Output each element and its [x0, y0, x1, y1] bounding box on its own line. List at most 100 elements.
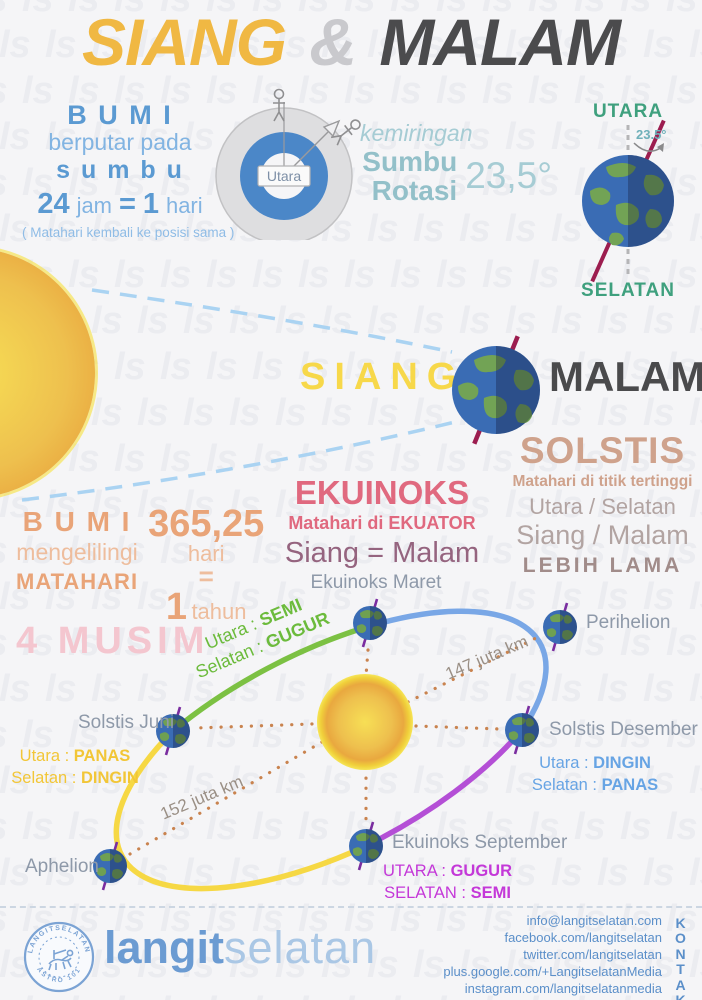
contact-links: info@langitselatan.com facebook.com/lang…	[402, 913, 662, 997]
label-aphelion: Aphelion	[25, 856, 99, 877]
rotation-berputar: berputar pada	[48, 129, 192, 156]
stamp-inner-circle	[38, 936, 80, 978]
centaur-archer-icon	[48, 949, 74, 971]
rotation-1: 1	[142, 187, 159, 220]
tilt-sumbu: Sumbu	[362, 146, 458, 177]
rotation-note: ( Matahari kembali ke posisi sama )	[22, 225, 235, 241]
season-sd-north-value: DINGIN	[593, 754, 651, 772]
utara-label-box	[257, 165, 311, 187]
contact-facebook-link[interactable]: facebook.com/langitselatan	[504, 929, 662, 945]
solstis-line2: Siang / Malam	[516, 519, 689, 550]
tilt-rotasi: Rotasi	[371, 175, 458, 207]
orbit-arc-magenta	[363, 727, 525, 849]
tilt-angle-value: 23,5°	[465, 155, 552, 197]
title-malam: MALAM	[379, 5, 621, 79]
revolution-hari: hari	[187, 541, 225, 566]
ekuinoks-title: EKUINOKS	[294, 474, 470, 511]
siang-label: SIANG	[300, 356, 466, 398]
season-sj-south-value: DINGIN	[80, 769, 139, 788]
title-siang: SIANG	[82, 5, 287, 79]
kontak-vertical-label: KONTAK	[675, 915, 686, 1000]
globe-utara-label: UTARA	[592, 101, 664, 122]
rotation-text-block: B U M I berputar pada s u m b u 24 jam =…	[22, 100, 235, 241]
observer-figure-right-icon	[330, 119, 361, 146]
season-sd-north-label: Utara :	[539, 754, 594, 772]
earth-solstis-desember	[503, 704, 541, 756]
rotation-sumbu: s u m b u	[56, 155, 184, 184]
rotation-period: 24 jam = 1 hari	[22, 188, 218, 220]
orbit-arc-yellow	[113, 728, 369, 892]
page-title: SIANG & MALAM	[0, 4, 702, 80]
revolution-bumi: B U M I	[22, 506, 132, 537]
langitselatan-stamp-logo: LANGITSELATAN ASTRO 101	[23, 921, 95, 993]
label-ekuinoks-maret: Ekuinoks Maret	[310, 572, 442, 593]
orbit-dashed-upper	[91, 288, 453, 354]
tilt-text-block: kemiringan Sumbu Rotasi 23,5°	[352, 120, 552, 206]
revolution-equals: =	[198, 561, 214, 591]
season-sj-south-label: Selatan :	[11, 769, 81, 788]
footer-divider	[0, 906, 702, 908]
solstis-sub: Matahari di titik tertinggi	[512, 472, 693, 490]
season-es-south-value: SEMI	[470, 884, 511, 903]
season-es-north-value: GUGUR	[450, 862, 512, 880]
revolution-block: B U M I mengelilingi MATAHARI 365,25 har…	[16, 505, 264, 626]
malam-label: MALAM	[549, 353, 702, 400]
label-perihelion: Perihelion	[586, 612, 671, 633]
rotation-24: 24	[37, 187, 70, 220]
season-sj-north-value: PANAS	[73, 747, 131, 765]
brand-langit: langit	[104, 922, 224, 973]
stamp-outer-circle	[23, 921, 95, 993]
title-ampersand: &	[309, 5, 357, 79]
earth-perihelion	[541, 601, 579, 653]
langitselatan-wordmark: langitselatan	[104, 922, 376, 974]
earth-ekuinoks-maret	[351, 597, 389, 649]
rotation-jam: jam	[76, 192, 113, 218]
label-ekuinoks-september: Ekuinoks September	[392, 832, 568, 853]
revolution-matahari: MATAHARI	[16, 569, 139, 595]
ekuinoks-block: EKUINOKS Matahari di EKUATOR Siang = Mal…	[282, 473, 482, 571]
season-sd-south-value: PANAS	[601, 776, 659, 795]
ekuinoks-sub: Matahari di EKUATOR	[288, 512, 476, 533]
contact-twitter-link[interactable]: twitter.com/langitselatan	[523, 946, 662, 962]
season-solstis-desember: Utara : DINGIN Selatan : PANAS	[520, 752, 670, 797]
season-es-north-label: UTARA :	[383, 862, 451, 880]
contact-googleplus-link[interactable]: plus.google.com/+LangitselatanMedia	[443, 963, 662, 979]
solstis-line1: Utara / Selatan	[529, 494, 676, 520]
sun-center	[317, 674, 413, 770]
label-solstis-desember: Solstis Desember	[549, 719, 698, 740]
tilt-angle-arrowhead	[657, 143, 664, 152]
sun-large	[0, 248, 95, 498]
revolution-mengelilingi: mengelilingi	[16, 538, 138, 565]
label-solstis-juni: Solstis Juni	[78, 712, 175, 733]
season-ekuinoks-september: UTARA : GUGUR SELATAN : SEMI	[370, 860, 525, 905]
rotation-arrow-icon	[322, 119, 341, 138]
globe-angle-label: 23.5°	[636, 127, 667, 142]
disc-utara-label: Utara	[267, 168, 301, 184]
tilted-earth-diagram: 23.5°	[582, 119, 674, 283]
rotation-disc-diagram: Utara	[215, 88, 361, 240]
brand-selatan: selatan	[224, 922, 377, 973]
revolution-days: 365,25	[148, 503, 265, 545]
day-night-earth	[452, 335, 540, 445]
revolution-tahun: tahun	[191, 599, 247, 625]
tilted-earth-globe	[582, 155, 674, 247]
rotation-bumi: B U M I	[67, 100, 173, 130]
solstis-block: SOLSTIS Matahari di titik tertinggi Utar…	[503, 430, 702, 578]
rotation-hari: hari	[165, 192, 203, 218]
contact-instagram-link[interactable]: instagram.com/langitselatanmedia	[464, 980, 662, 996]
revolution-one: 1	[165, 586, 187, 629]
tilt-kemiringan: kemiringan	[360, 120, 473, 146]
solstis-title: SOLSTIS	[519, 430, 686, 471]
season-es-south-label: SELATAN :	[384, 884, 471, 903]
season-sj-north-label: Utara :	[19, 747, 74, 765]
solstis-line3: LEBIH LAMA	[522, 553, 683, 577]
distance-aphelion: 152 juta km	[157, 771, 246, 824]
globe-selatan-label: SELATAN	[581, 280, 675, 301]
distance-perihelion: 147 juta km	[442, 631, 531, 684]
observer-figure-top-icon	[273, 88, 285, 122]
season-sd-south-label: Selatan :	[531, 776, 602, 795]
ekuinoks-line: Siang = Malam	[284, 537, 480, 570]
rotation-equals: =	[118, 187, 136, 220]
contact-email-link[interactable]: info@langitselatan.com	[526, 913, 662, 928]
